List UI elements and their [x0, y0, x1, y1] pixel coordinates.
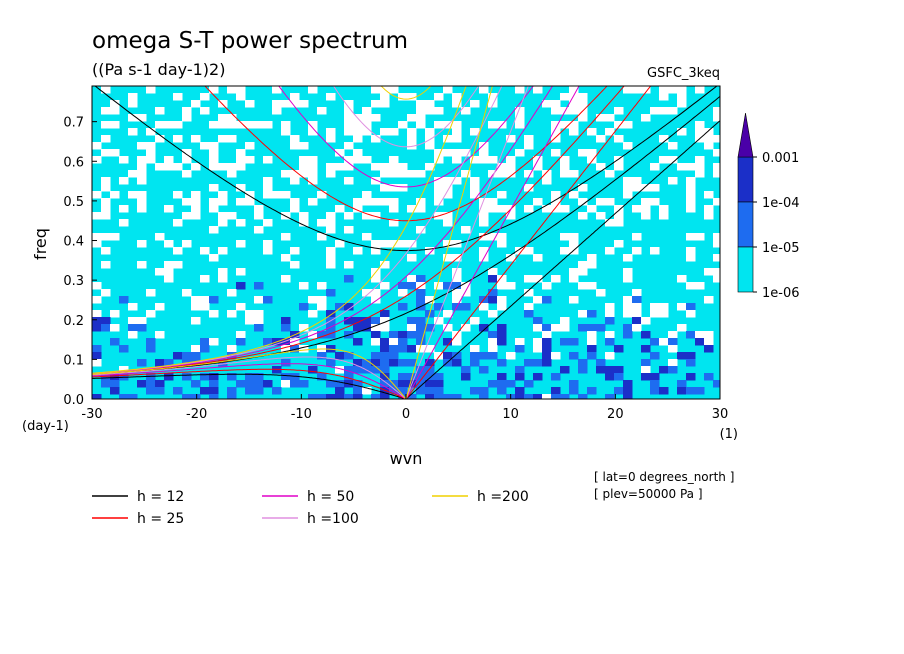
x-unit-label: (1): [720, 427, 738, 442]
mrg-curve-0: [92, 96, 720, 376]
y-axis: 0.0 0.1 0.2 0.3 0.4 0.5 0.6 0.7: [63, 116, 97, 408]
kelvin-curve-1: [405, 86, 652, 399]
colorbar-label: 1e-04: [762, 196, 800, 211]
ig1-curve-4: [380, 86, 432, 100]
plev-note: [ plev=50000 Pa ]: [594, 487, 703, 501]
colorbar-segment: [737, 156, 754, 203]
dataset-label: GSFC_3keq: [647, 66, 720, 81]
y-tick-label: 0.5: [63, 195, 84, 210]
legend-label: h = 12: [137, 489, 184, 505]
x-tick-label: -20: [186, 407, 207, 422]
er1-curve-4: [92, 348, 406, 399]
kelvin-curve-4: [405, 86, 493, 399]
ig1-curve-1: [204, 86, 608, 222]
x-tick-label: 0: [402, 407, 410, 422]
x-axis: -30 -20 -10 0 10 20 30: [81, 394, 728, 422]
y-tick-label: 0.0: [63, 393, 84, 408]
chart-title: omega S-T power spectrum: [92, 28, 408, 54]
legend-label: h =100: [307, 511, 359, 527]
legend-label: h = 50: [307, 489, 354, 505]
colorbar-label: 1e-05: [762, 241, 800, 256]
colorbar: 1e-06 1e-05 1e-04 0.001: [737, 112, 800, 301]
y-unit-label: (day-1): [22, 419, 69, 434]
x-tick-label: 10: [502, 407, 519, 422]
plot-area: [91, 85, 721, 400]
y-axis-label: freq: [31, 228, 50, 260]
legend-label: h =200: [477, 489, 529, 505]
er1-curve-3: [92, 356, 406, 399]
dispersion-curves: [92, 86, 720, 399]
mrg-curve-4: [92, 86, 467, 374]
y-tick-label: 0.4: [63, 235, 84, 250]
ig1-curve-2: [278, 86, 534, 188]
er1-curve-0: [92, 373, 406, 399]
x-tick-label: 20: [607, 407, 624, 422]
mrg-curve-3: [92, 86, 503, 374]
lat-note: [ lat=0 degrees_north ]: [594, 470, 734, 484]
mrg-curve-1: [92, 86, 625, 375]
ig1-curve-0: [94, 86, 718, 252]
x-tick-label: 30: [712, 407, 729, 422]
legend-label: h = 25: [137, 511, 184, 527]
kelvin-curve-2: [405, 86, 580, 399]
colorbar-label: 1e-06: [762, 286, 800, 301]
kelvin-curve-0: [405, 120, 720, 399]
kelvin-curve-3: [405, 86, 529, 399]
x-tick-label: -10: [291, 407, 312, 422]
ig1-curve-3: [332, 86, 480, 148]
x-axis-label: wvn: [390, 449, 423, 468]
y-tick-label: 0.7: [63, 116, 84, 131]
colorbar-extend-arrow: [737, 112, 754, 158]
power-field: [92, 86, 720, 399]
dispersion-legend: h = 12 h = 25 h = 50 h =100 h =200: [92, 489, 529, 527]
er1-curve-2: [92, 363, 406, 399]
y-tick-label: 0.6: [63, 155, 84, 170]
y-tick-label: 0.1: [63, 353, 84, 368]
chart-subtitle: ((Pa s-1 day-1)2): [92, 60, 225, 79]
x-tick-label: -30: [81, 407, 102, 422]
y-tick-label: 0.3: [63, 274, 84, 289]
mrg-curve-2: [92, 86, 554, 375]
colorbar-segment: [737, 201, 754, 248]
er1-curve-1: [92, 368, 406, 399]
colorbar-segment: [737, 246, 754, 293]
colorbar-label: 0.001: [762, 151, 799, 166]
y-tick-label: 0.2: [63, 314, 84, 329]
